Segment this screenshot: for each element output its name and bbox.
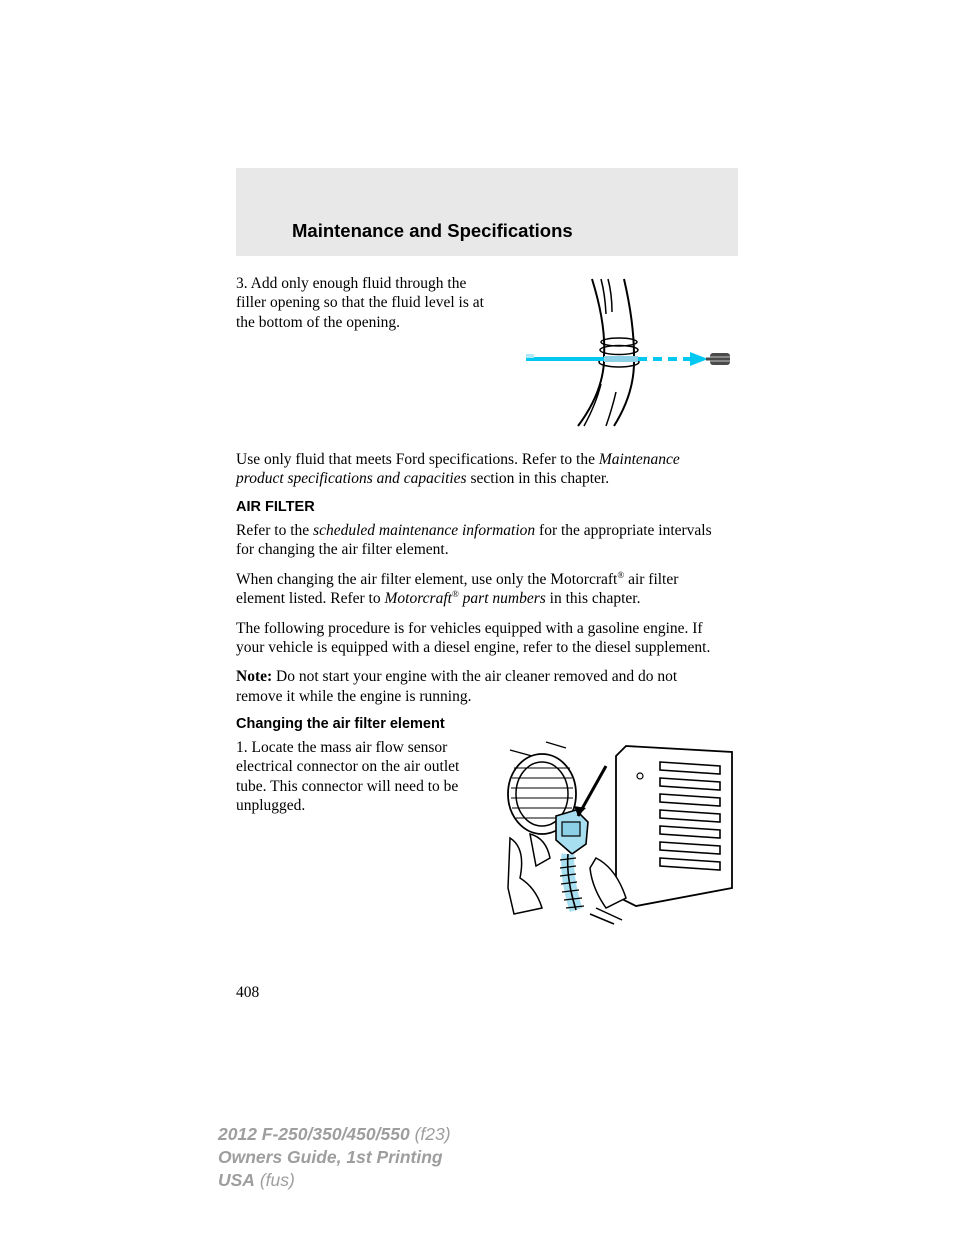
use-fluid-pre: Use only fluid that meets Ford specifica…	[236, 451, 599, 468]
fluid-level-diagram	[506, 274, 736, 434]
air-filter-diagram	[506, 738, 736, 928]
note-label: Note:	[236, 668, 272, 685]
page-content: 3. Add only enough fluid through the fil…	[218, 274, 738, 1002]
refer-paragraph: Refer to the scheduled maintenance infor…	[236, 521, 720, 560]
when-changing-paragraph: When changing the air filter element, us…	[236, 570, 720, 609]
when-italic2: part numbers	[459, 590, 546, 607]
footer-region: USA	[218, 1170, 255, 1190]
refer-ref: scheduled maintenance information	[313, 522, 535, 539]
footer-code: (f23)	[410, 1124, 451, 1144]
use-fluid-post: section in this chapter.	[467, 470, 609, 487]
page-number: 408	[236, 984, 720, 1002]
when-pre: When changing the air filter element, us…	[236, 571, 617, 588]
changing-subheading: Changing the air filter element	[236, 716, 720, 732]
step1-row: 1. Locate the mass air flow sensor elect…	[236, 738, 720, 928]
chapter-title: Maintenance and Specifications	[292, 220, 720, 242]
footer-line1: 2012 F-250/350/450/550 (f23)	[218, 1123, 451, 1146]
manual-page: Maintenance and Specifications 3. Add on…	[218, 168, 738, 1002]
step3-text: 3. Add only enough fluid through the fil…	[236, 274, 486, 332]
refer-pre: Refer to the	[236, 522, 313, 539]
footer-block: 2012 F-250/350/450/550 (f23) Owners Guid…	[218, 1123, 451, 1191]
registered-mark-2: ®	[452, 589, 459, 599]
note-paragraph: Note: Do not start your engine with the …	[236, 667, 720, 706]
footer-line3: USA (fus)	[218, 1169, 451, 1192]
step1-text: 1. Locate the mass air flow sensor elect…	[236, 738, 486, 816]
footer-region-code: (fus)	[255, 1170, 295, 1190]
chapter-header-bar: Maintenance and Specifications	[236, 168, 738, 256]
note-text: Do not start your engine with the air cl…	[236, 668, 677, 704]
footer-line2: Owners Guide, 1st Printing	[218, 1146, 451, 1169]
when-post: in this chapter.	[546, 590, 641, 607]
step3-row: 3. Add only enough fluid through the fil…	[236, 274, 720, 434]
use-fluid-paragraph: Use only fluid that meets Ford specifica…	[236, 450, 720, 489]
air-filter-heading: AIR FILTER	[236, 499, 720, 515]
following-paragraph: The following procedure is for vehicles …	[236, 619, 720, 658]
footer-model: 2012 F-250/350/450/550	[218, 1124, 410, 1144]
when-italic1: Motorcraft	[385, 590, 452, 607]
